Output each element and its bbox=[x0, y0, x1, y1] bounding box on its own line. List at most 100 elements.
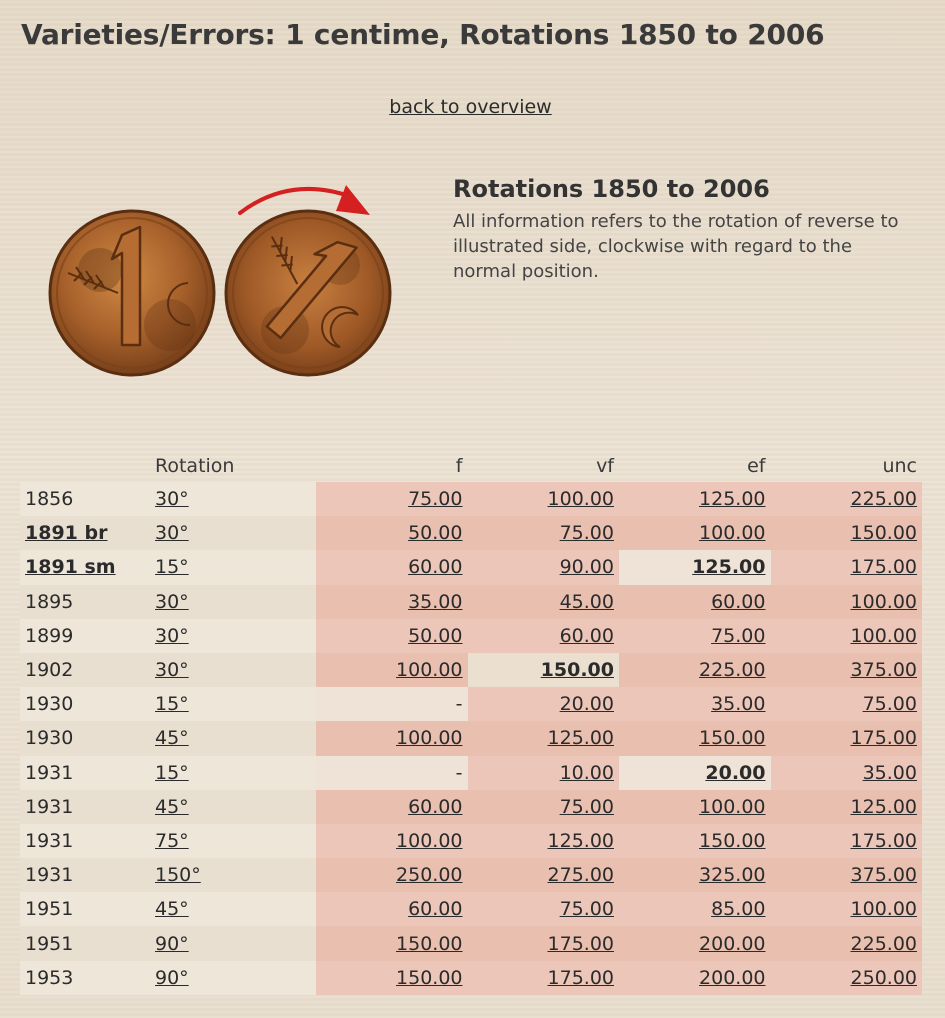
price-f-link[interactable]: 60.00 bbox=[408, 556, 463, 579]
rotation-link[interactable]: 150° bbox=[155, 864, 201, 887]
price-unc-link[interactable]: 250.00 bbox=[850, 966, 917, 989]
price-unc-link[interactable]: 225.00 bbox=[850, 488, 917, 511]
price-unc-link[interactable]: 125.00 bbox=[850, 795, 917, 818]
price-ef-link[interactable]: 60.00 bbox=[711, 590, 766, 613]
price-unc-link[interactable]: 175.00 bbox=[850, 829, 917, 852]
price-f-link[interactable]: 100.00 bbox=[396, 727, 463, 750]
price-unc-link[interactable]: 100.00 bbox=[850, 624, 917, 647]
rotation-link[interactable]: 45° bbox=[155, 795, 189, 818]
price-ef-link[interactable]: 150.00 bbox=[699, 727, 766, 750]
price-ef-link[interactable]: 75.00 bbox=[711, 624, 766, 647]
price-unc-link[interactable]: 175.00 bbox=[850, 727, 917, 750]
year-cell: 1931 bbox=[20, 755, 150, 790]
table-row: 1856 30° 75.00 100.00 125.00 225.00 bbox=[20, 482, 922, 517]
table-row: 1895 30° 35.00 45.00 60.00 100.00 bbox=[20, 584, 922, 619]
header-f: f bbox=[455, 455, 463, 477]
year-cell: 1895 bbox=[20, 584, 150, 619]
table-row: 1951 90° 150.00 175.00 200.00 225.00 bbox=[20, 926, 922, 961]
table-row: 1902 30° 100.00 150.00 225.00 375.00 bbox=[20, 652, 922, 688]
price-f-link[interactable]: 150.00 bbox=[396, 932, 463, 955]
rotation-price-table: Rotation f vf ef unc 1856 30° 75.00 100.… bbox=[20, 450, 922, 995]
header-vf: vf bbox=[596, 455, 614, 477]
price-f-cell: - bbox=[316, 755, 468, 790]
price-ef-link[interactable]: 100.00 bbox=[699, 795, 766, 818]
year-cell: 1931 bbox=[20, 823, 150, 859]
price-vf-link[interactable]: 75.00 bbox=[559, 522, 614, 545]
price-f-link[interactable]: 250.00 bbox=[396, 864, 463, 887]
price-vf-link[interactable]: 125.00 bbox=[547, 829, 614, 852]
price-vf-link[interactable]: 75.00 bbox=[559, 795, 614, 818]
price-unc-link[interactable]: 100.00 bbox=[850, 898, 917, 921]
price-ef-link[interactable]: 200.00 bbox=[699, 932, 766, 955]
year-cell: 1931 bbox=[20, 858, 150, 893]
info-title: Rotations 1850 to 2006 bbox=[453, 175, 770, 203]
price-ef-link[interactable]: 85.00 bbox=[711, 898, 766, 921]
price-unc-link[interactable]: 75.00 bbox=[862, 693, 917, 716]
year-cell: 1953 bbox=[20, 960, 150, 995]
rotation-link[interactable]: 45° bbox=[155, 727, 189, 750]
price-unc-link[interactable]: 175.00 bbox=[850, 556, 917, 579]
rotation-link[interactable]: 45° bbox=[155, 898, 189, 921]
price-f-link[interactable]: 50.00 bbox=[408, 522, 463, 545]
price-f-link[interactable]: 60.00 bbox=[408, 898, 463, 921]
price-vf-link[interactable]: 75.00 bbox=[559, 898, 614, 921]
year-link[interactable]: 1891 br bbox=[25, 522, 108, 545]
price-unc-link[interactable]: 375.00 bbox=[850, 659, 917, 682]
year-cell: 1856 bbox=[20, 482, 150, 517]
price-f-link[interactable]: 100.00 bbox=[396, 659, 463, 682]
price-vf-link[interactable]: 275.00 bbox=[547, 864, 614, 887]
rotation-link[interactable]: 30° bbox=[155, 624, 189, 647]
price-vf-link[interactable]: 175.00 bbox=[547, 932, 614, 955]
table-row: 1953 90° 150.00 175.00 200.00 250.00 bbox=[20, 960, 922, 995]
price-f-link[interactable]: 150.00 bbox=[396, 966, 463, 989]
year-cell: 1951 bbox=[20, 892, 150, 927]
price-ef-link[interactable]: 20.00 bbox=[705, 761, 766, 784]
rotation-link[interactable]: 30° bbox=[155, 659, 189, 682]
price-unc-link[interactable]: 35.00 bbox=[862, 761, 917, 784]
price-f-link[interactable]: 100.00 bbox=[396, 829, 463, 852]
coin-pair-icon bbox=[48, 185, 392, 377]
price-ef-link[interactable]: 35.00 bbox=[711, 693, 766, 716]
year-cell: 1951 bbox=[20, 926, 150, 961]
price-vf-link[interactable]: 100.00 bbox=[547, 488, 614, 511]
rotation-link[interactable]: 15° bbox=[155, 556, 189, 579]
year-cell: 1931 bbox=[20, 789, 150, 824]
price-ef-link[interactable]: 125.00 bbox=[699, 488, 766, 511]
year-link[interactable]: 1891 sm bbox=[25, 556, 116, 579]
rotation-link[interactable]: 30° bbox=[155, 488, 189, 511]
back-to-overview-link[interactable]: back to overview bbox=[389, 96, 552, 118]
price-unc-link[interactable]: 100.00 bbox=[850, 590, 917, 613]
price-f-link[interactable]: 50.00 bbox=[408, 624, 463, 647]
price-f-link[interactable]: 35.00 bbox=[408, 590, 463, 613]
year-cell: 1902 bbox=[20, 652, 150, 688]
rotation-link[interactable]: 30° bbox=[155, 590, 189, 613]
price-vf-link[interactable]: 175.00 bbox=[547, 966, 614, 989]
table-row: 1931 75° 100.00 125.00 150.00 175.00 bbox=[20, 823, 922, 859]
price-ef-link[interactable]: 225.00 bbox=[699, 659, 766, 682]
rotation-link[interactable]: 15° bbox=[155, 693, 189, 716]
price-ef-link[interactable]: 100.00 bbox=[699, 522, 766, 545]
price-ef-link[interactable]: 325.00 bbox=[699, 864, 766, 887]
price-ef-link[interactable]: 200.00 bbox=[699, 966, 766, 989]
price-vf-link[interactable]: 150.00 bbox=[540, 659, 614, 682]
price-ef-link[interactable]: 150.00 bbox=[699, 829, 766, 852]
price-f-link[interactable]: 75.00 bbox=[408, 488, 463, 511]
price-vf-link[interactable]: 125.00 bbox=[547, 727, 614, 750]
rotation-link[interactable]: 75° bbox=[155, 829, 189, 852]
price-unc-link[interactable]: 375.00 bbox=[850, 864, 917, 887]
rotation-link[interactable]: 15° bbox=[155, 761, 189, 784]
price-vf-link[interactable]: 45.00 bbox=[559, 590, 614, 613]
price-ef-link[interactable]: 125.00 bbox=[692, 556, 766, 579]
table-row: 1930 15° - 20.00 35.00 75.00 bbox=[20, 687, 922, 722]
rotation-link[interactable]: 30° bbox=[155, 522, 189, 545]
price-unc-link[interactable]: 150.00 bbox=[850, 522, 917, 545]
rotation-link[interactable]: 90° bbox=[155, 966, 189, 989]
price-vf-link[interactable]: 60.00 bbox=[559, 624, 614, 647]
price-unc-link[interactable]: 225.00 bbox=[850, 932, 917, 955]
price-vf-link[interactable]: 20.00 bbox=[559, 693, 614, 716]
price-vf-link[interactable]: 10.00 bbox=[559, 761, 614, 784]
price-f-link[interactable]: 60.00 bbox=[408, 795, 463, 818]
rotation-link[interactable]: 90° bbox=[155, 932, 189, 955]
price-vf-link[interactable]: 90.00 bbox=[559, 556, 614, 579]
table-row: 1931 15° - 10.00 20.00 35.00 bbox=[20, 755, 922, 790]
